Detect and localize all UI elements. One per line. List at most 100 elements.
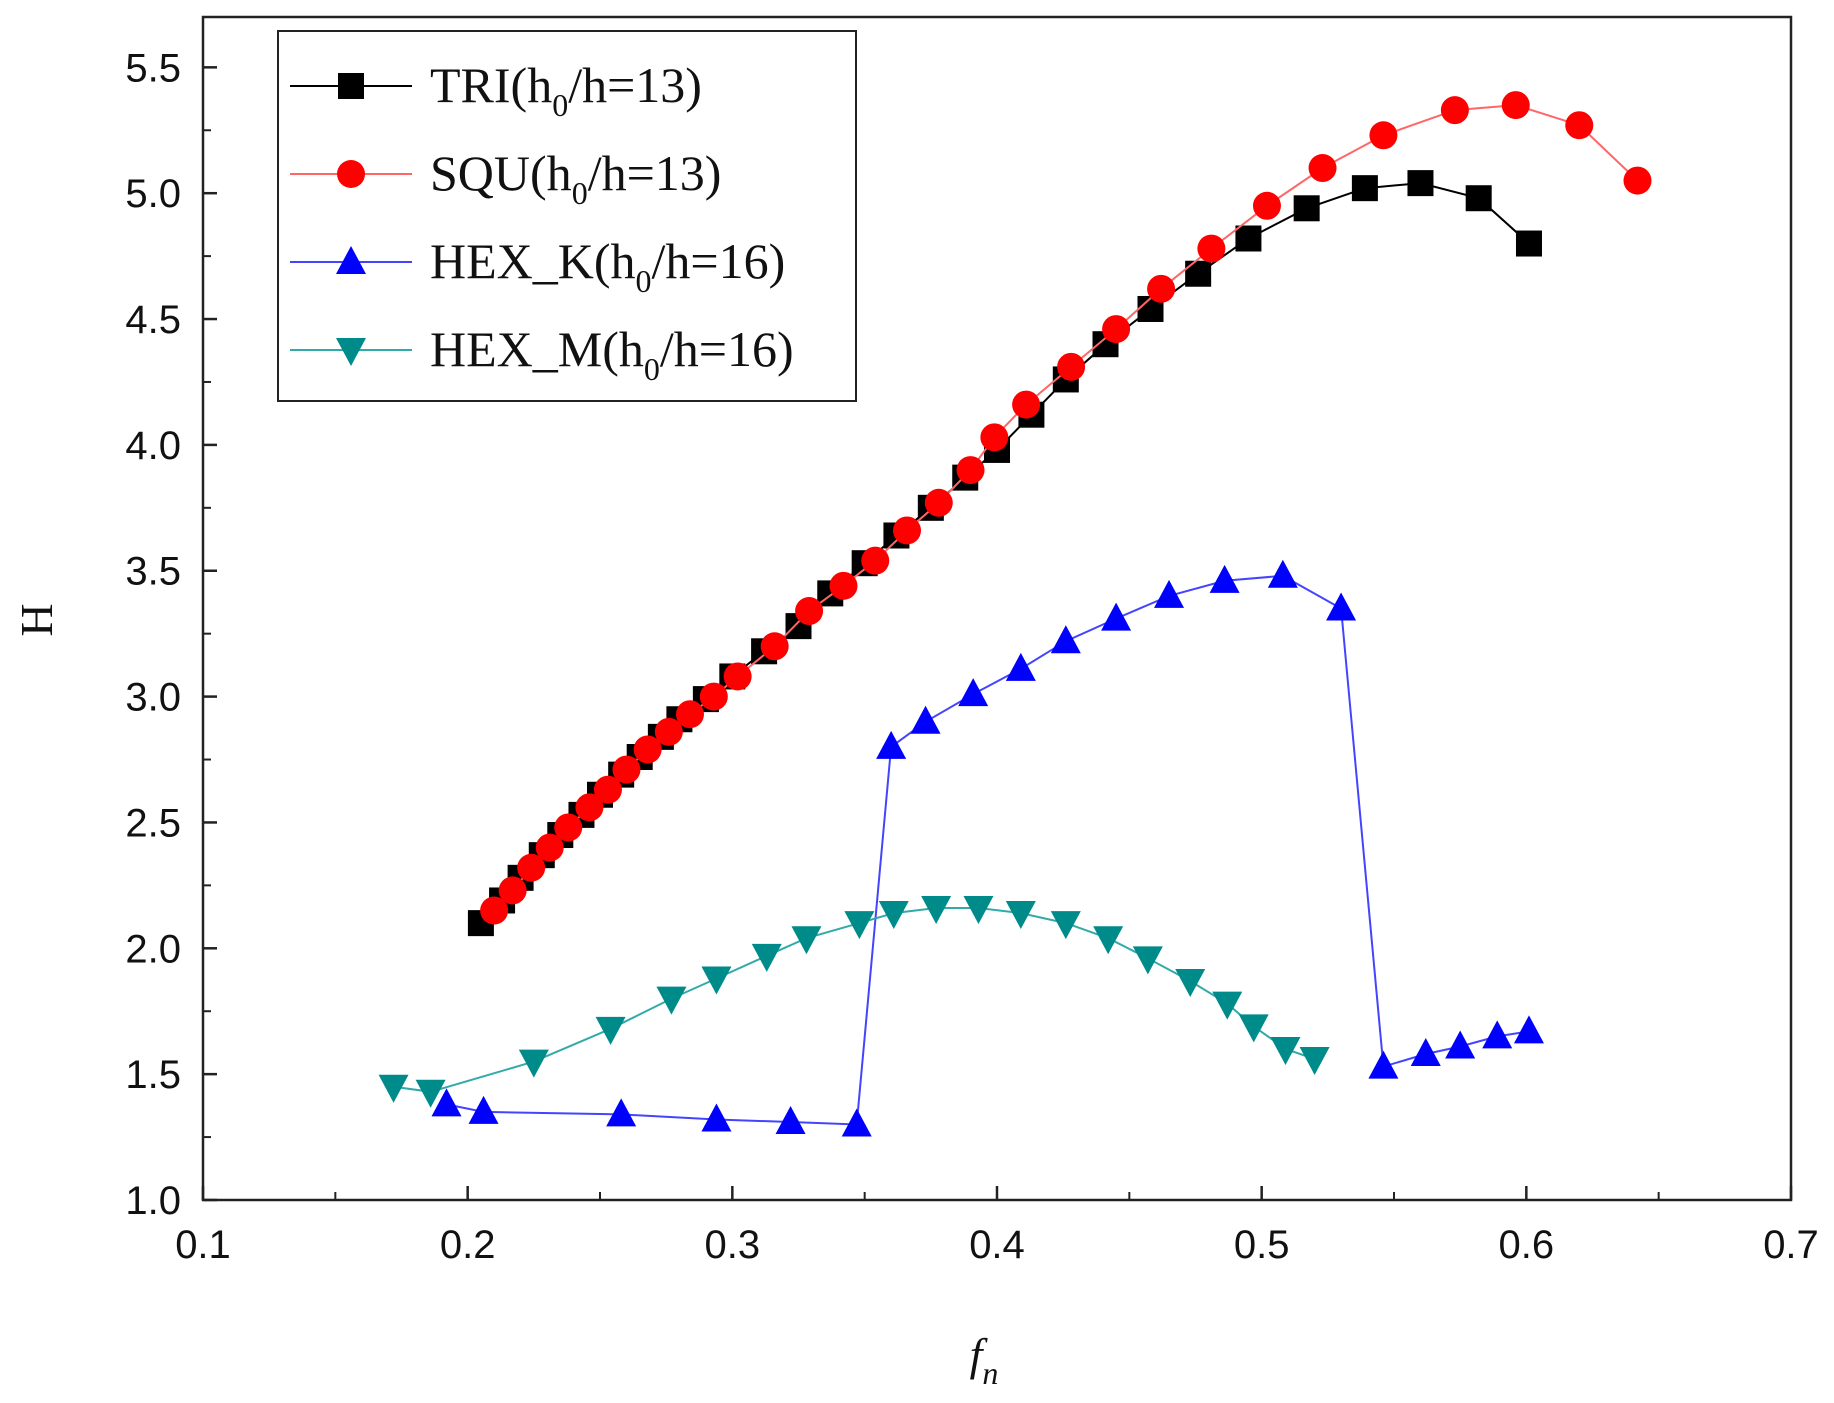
legend-label-sub: 0	[636, 263, 652, 299]
data-point	[517, 853, 546, 882]
data-point	[595, 1016, 626, 1045]
data-point	[554, 813, 583, 842]
y-tick-label: 4.0	[125, 424, 181, 468]
data-point	[1407, 170, 1434, 197]
data-point	[633, 735, 662, 764]
data-point	[1102, 315, 1131, 344]
data-point	[701, 966, 732, 995]
data-point	[1101, 602, 1132, 631]
data-point	[1513, 1015, 1544, 1044]
legend-label-sub: 0	[572, 175, 588, 211]
data-point	[1440, 96, 1469, 125]
series-2	[480, 91, 1652, 925]
data-point	[924, 488, 953, 517]
series-line	[446, 574, 1530, 1126]
y-tick-label: 1.5	[125, 1053, 181, 1097]
x-tick-label: 0.4	[969, 1223, 1025, 1267]
data-point	[878, 901, 909, 930]
y-tick-label: 1.0	[125, 1179, 181, 1223]
data-point	[791, 926, 822, 955]
data-point	[1445, 1030, 1476, 1059]
series-layer	[378, 91, 1652, 1137]
legend-marker	[336, 246, 366, 274]
data-point	[1326, 592, 1357, 621]
data-point	[980, 423, 1009, 452]
data-point	[415, 1079, 446, 1108]
y-tick-label: 2.0	[125, 927, 181, 971]
y-tick-label: 2.5	[125, 801, 181, 845]
data-point	[1005, 901, 1036, 930]
data-point	[958, 678, 989, 707]
data-point	[431, 1088, 462, 1117]
legend-label-sub: 0	[644, 351, 660, 387]
data-point	[1175, 969, 1206, 998]
data-point	[1293, 195, 1320, 222]
data-point	[1005, 652, 1036, 681]
legend-label-tail: /h=13)	[588, 145, 722, 201]
x-axis-title-sub: n	[982, 1355, 998, 1391]
data-point	[593, 775, 622, 804]
data-point	[675, 700, 704, 729]
data-point	[963, 896, 994, 925]
data-point	[1235, 225, 1262, 252]
data-point	[535, 833, 564, 862]
data-point	[1057, 352, 1086, 381]
y-axis-title: H	[11, 603, 62, 636]
data-point	[1623, 166, 1652, 195]
legend-marker	[338, 73, 364, 99]
y-tick-label: 3.0	[125, 676, 181, 720]
data-point	[723, 662, 752, 691]
data-point	[1050, 911, 1081, 940]
data-point	[876, 730, 907, 759]
data-point	[1270, 1036, 1301, 1065]
data-point	[1308, 154, 1337, 183]
data-point	[498, 876, 527, 905]
data-point	[751, 943, 782, 972]
legend-label: HEX_K(h0/h=16)	[430, 233, 785, 299]
data-point	[1197, 234, 1226, 263]
x-tick-label: 0.2	[440, 1223, 496, 1267]
data-point	[1410, 1038, 1441, 1067]
series-4	[378, 896, 1330, 1108]
data-point	[841, 1108, 872, 1137]
data-point	[612, 755, 641, 784]
x-tick-label: 0.1	[175, 1223, 231, 1267]
data-point	[575, 793, 604, 822]
data-point	[775, 1105, 806, 1134]
data-point	[1351, 175, 1378, 202]
legend-label-sub: 0	[552, 87, 568, 123]
legend-label: SQU(h0/h=13)	[430, 145, 721, 211]
data-point	[480, 896, 509, 925]
data-point	[1154, 579, 1185, 608]
x-axis-title: fn	[970, 1329, 999, 1391]
data-point	[656, 986, 687, 1015]
data-point	[1252, 191, 1281, 220]
data-point	[921, 896, 952, 925]
legend-label-main: HEX_M(h	[430, 321, 644, 377]
data-point	[1132, 946, 1163, 975]
data-point	[606, 1098, 637, 1127]
legend-label: TRI(h0/h=13)	[430, 57, 702, 123]
data-point	[861, 546, 890, 575]
data-point	[795, 597, 824, 626]
data-point	[1050, 625, 1081, 654]
data-point	[1465, 185, 1492, 212]
data-point	[1185, 260, 1212, 287]
legend-label-tail: /h=13)	[568, 57, 702, 113]
data-point	[1238, 1014, 1269, 1043]
data-point	[893, 516, 922, 545]
data-point	[518, 1049, 549, 1078]
data-point	[701, 1103, 732, 1132]
y-tick-label: 3.5	[125, 550, 181, 594]
data-point	[1501, 91, 1530, 120]
data-point	[699, 682, 728, 711]
data-point	[1515, 230, 1542, 257]
data-point	[1212, 991, 1243, 1020]
y-tick-label: 5.0	[125, 172, 181, 216]
data-point	[1267, 559, 1298, 588]
y-tick-label: 5.5	[125, 46, 181, 90]
x-tick-label: 0.3	[705, 1223, 761, 1267]
x-tick-label: 0.6	[1499, 1223, 1555, 1267]
data-point	[1482, 1020, 1513, 1049]
